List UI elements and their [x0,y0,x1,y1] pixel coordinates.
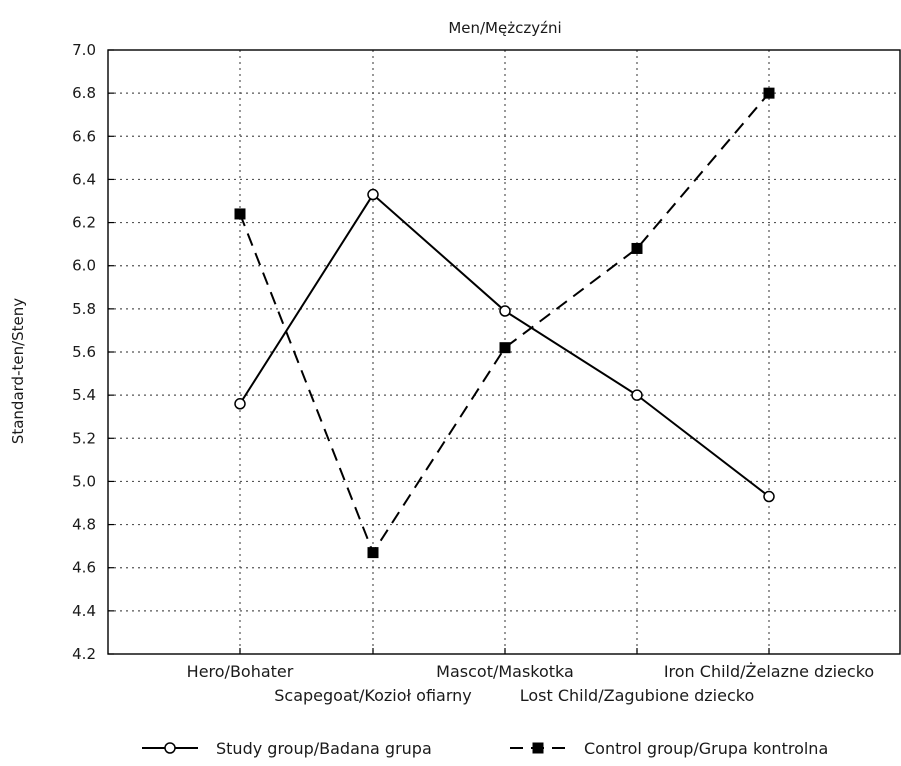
data-point-square [499,342,511,354]
data-point-circle [367,188,379,201]
data-point-circle [234,398,246,410]
y-tick-label: 4.4 [72,602,96,620]
data-point-square [234,208,246,220]
legend: Study group/Badana grupa Control group/Gr… [142,739,828,758]
y-tick-label: 6.6 [72,127,96,145]
y-tick-label: 5.8 [72,300,96,318]
y-tick-label: 5.0 [72,472,96,490]
data-point-circle [499,305,511,317]
y-tick-label: 6.2 [72,214,96,232]
x-category-label: Lost Child/Zagubione dziecko [520,686,755,705]
y-axis-label: Standard-ten/Steny [9,298,27,444]
legend-marker-square [532,742,544,754]
data-point-circle [763,490,775,503]
y-tick-label: 4.2 [72,645,96,663]
y-tick-label: 5.2 [72,429,96,447]
legend-label: Control group/Grupa kontrolna [584,739,828,758]
series-lines [234,87,775,559]
series-line [239,92,770,555]
axis-ticks [108,49,770,655]
y-tick-label: 4.8 [72,516,96,534]
y-tick-label: 7.0 [72,41,96,59]
x-category-label: Mascot/Maskotka [436,662,574,681]
y-tick-label: 6.4 [72,170,96,188]
data-point-circle [631,389,643,401]
chart-title: Men/Mężczyźni [448,19,561,37]
legend-marker-circle [164,742,176,754]
x-category-label: Iron Child/Żelazne dziecko [664,662,874,681]
axis-labels: 4.2 4.4 4.6 4.8 5.0 5.2 5.4 5.6 5.8 6.0 6.2 6.4 6.6 6… [72,41,874,705]
legend-label: Study group/Badana grupa [216,739,432,758]
data-point-square [367,547,379,559]
y-tick-label: 4.6 [72,559,96,577]
y-tick-label: 5.6 [72,343,96,361]
y-tick-label: 6.8 [72,84,96,102]
x-category-label: Hero/Bohater [187,662,294,681]
data-point-square [763,87,775,99]
y-tick-label: 6.0 [72,257,96,275]
x-category-label: Scapegoat/Kozioł ofiarny [274,686,472,705]
data-point-square [631,242,643,254]
y-tick-label: 5.4 [72,386,96,404]
